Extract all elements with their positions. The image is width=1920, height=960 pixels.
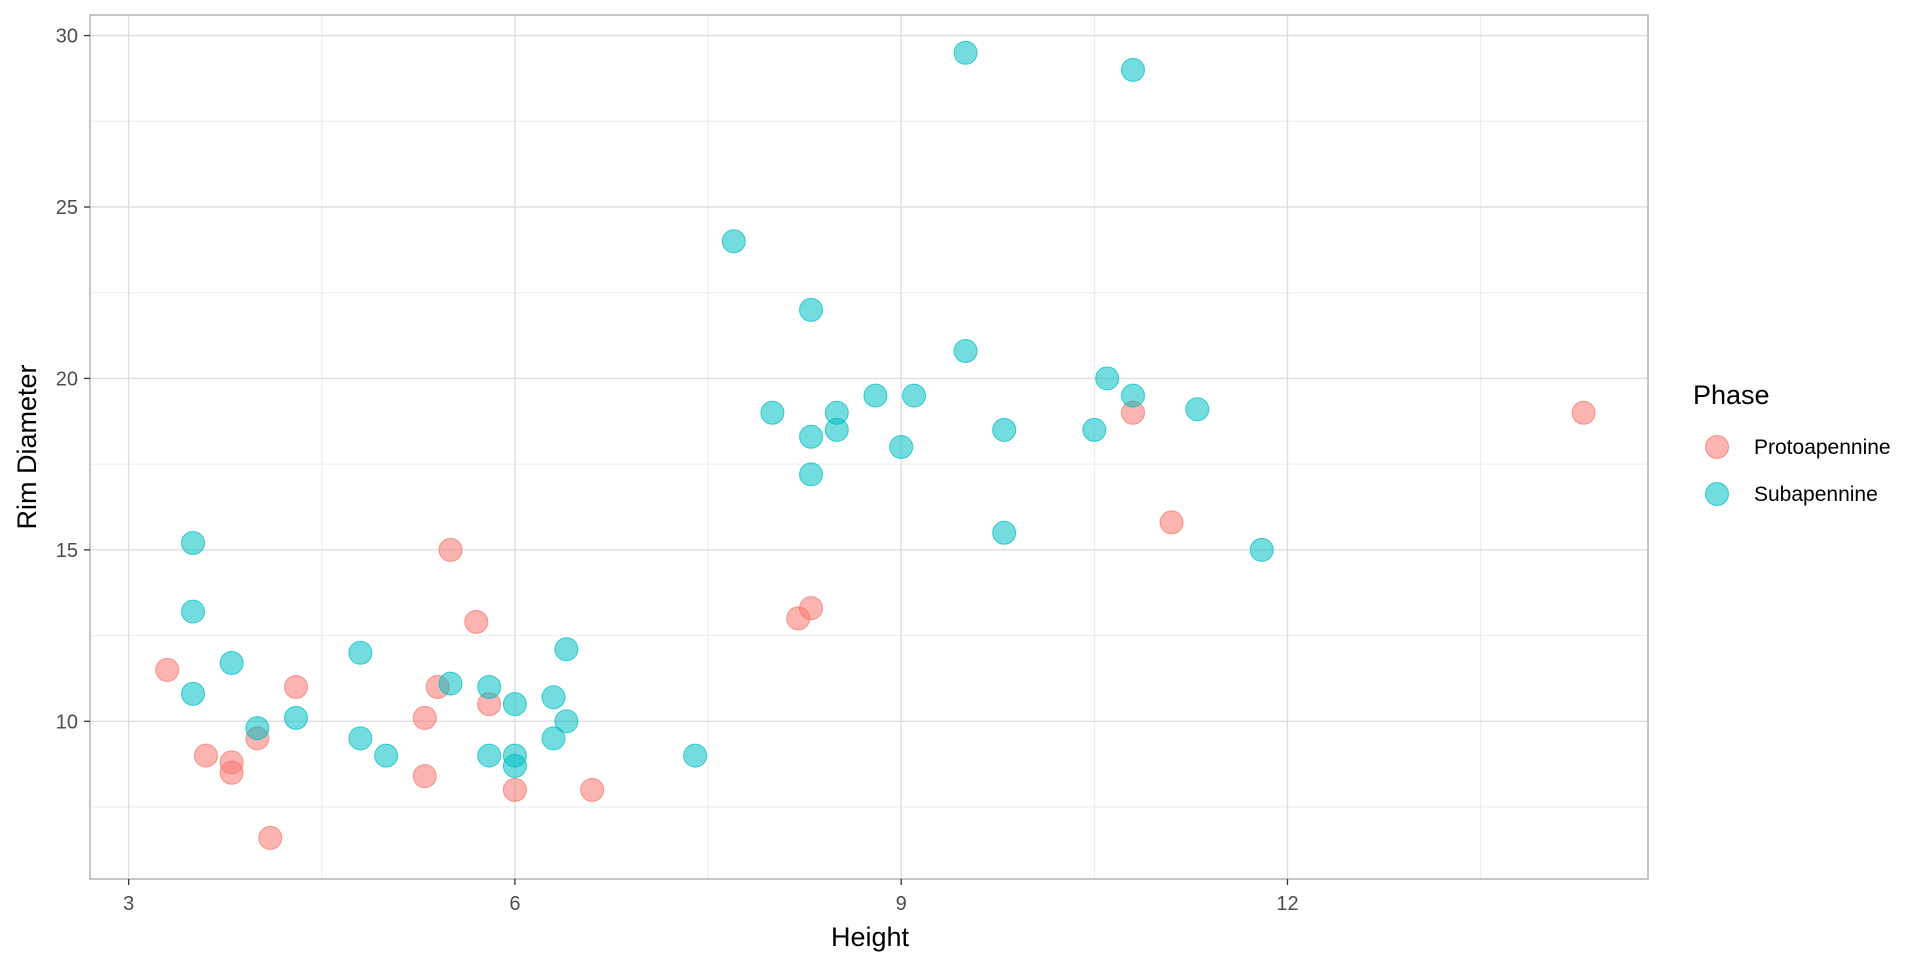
point-protoapennine <box>464 609 489 634</box>
point-subapennine <box>477 675 502 699</box>
point-subapennine <box>284 705 309 730</box>
minor-grid <box>90 15 1648 879</box>
y-tick-label: 25 <box>56 197 78 219</box>
data-points <box>155 40 1596 850</box>
point-subapennine <box>1095 366 1120 391</box>
panel-border <box>89 14 1649 880</box>
point-subapennine <box>992 520 1017 545</box>
point-protoapennine <box>1159 510 1184 535</box>
point-subapennine <box>799 424 824 449</box>
point-subapennine <box>902 383 927 408</box>
point-protoapennine <box>258 825 283 850</box>
point-subapennine <box>1082 417 1107 442</box>
legend-title: Phase <box>1693 380 1770 410</box>
y-tick-label: 15 <box>56 540 78 562</box>
point-protoapennine <box>1571 400 1596 425</box>
point-subapennine <box>181 599 206 624</box>
point-subapennine <box>953 339 978 363</box>
point-subapennine <box>1120 57 1145 82</box>
point-subapennine <box>348 726 373 751</box>
point-subapennine <box>992 417 1017 442</box>
point-protoapennine <box>219 760 244 785</box>
point-subapennine <box>554 637 579 662</box>
point-subapennine <box>1120 383 1145 408</box>
point-subapennine <box>541 685 566 710</box>
point-subapennine <box>219 651 244 675</box>
x-tick-label: 3 <box>123 893 134 915</box>
point-protoapennine <box>412 764 437 789</box>
point-subapennine <box>348 640 373 665</box>
point-subapennine <box>554 709 579 734</box>
legend-key-subapennine <box>1705 482 1729 506</box>
legend-label-subapennine: Subapennine <box>1754 483 1878 506</box>
x-axis-ticks: 3 6 9 12 <box>123 879 1299 915</box>
y-tick-label: 10 <box>56 711 78 733</box>
point-subapennine <box>1185 397 1210 422</box>
point-subapennine <box>889 435 914 459</box>
y-axis-ticks: 10 15 20 25 30 <box>56 26 90 733</box>
point-subapennine <box>953 40 978 65</box>
point-subapennine <box>181 531 206 555</box>
point-subapennine <box>1249 537 1274 562</box>
y-tick-label: 20 <box>56 368 78 390</box>
point-subapennine <box>374 743 399 768</box>
x-axis-title: Height <box>831 922 910 952</box>
point-protoapennine <box>412 705 437 730</box>
point-subapennine <box>477 743 502 768</box>
point-protoapennine <box>799 596 824 621</box>
point-subapennine <box>541 726 566 751</box>
point-subapennine <box>824 417 849 442</box>
point-subapennine <box>502 753 527 778</box>
point-subapennine <box>683 743 708 768</box>
legend-key-protoapennine <box>1705 435 1729 459</box>
point-protoapennine <box>438 537 463 562</box>
point-subapennine <box>181 681 206 706</box>
point-protoapennine <box>580 777 605 802</box>
point-subapennine <box>760 400 785 425</box>
point-protoapennine <box>155 657 180 682</box>
point-subapennine <box>799 297 824 322</box>
y-axis-title: Rim Diameter <box>12 364 42 529</box>
point-subapennine <box>245 716 270 741</box>
point-subapennine <box>863 383 888 408</box>
point-subapennine <box>799 462 824 487</box>
point-protoapennine <box>193 743 218 768</box>
point-protoapennine <box>502 777 527 802</box>
point-subapennine <box>438 671 463 696</box>
x-tick-label: 6 <box>509 893 520 915</box>
legend: Phase Protoapennine Subapennine <box>1693 380 1891 506</box>
y-tick-label: 30 <box>56 26 78 48</box>
x-tick-label: 9 <box>896 893 907 915</box>
point-protoapennine <box>284 675 309 699</box>
point-subapennine <box>721 229 746 254</box>
x-tick-label: 12 <box>1276 893 1298 915</box>
major-grid <box>90 15 1648 879</box>
legend-label-protoapennine: Protoapennine <box>1754 436 1891 459</box>
point-subapennine <box>502 692 527 717</box>
